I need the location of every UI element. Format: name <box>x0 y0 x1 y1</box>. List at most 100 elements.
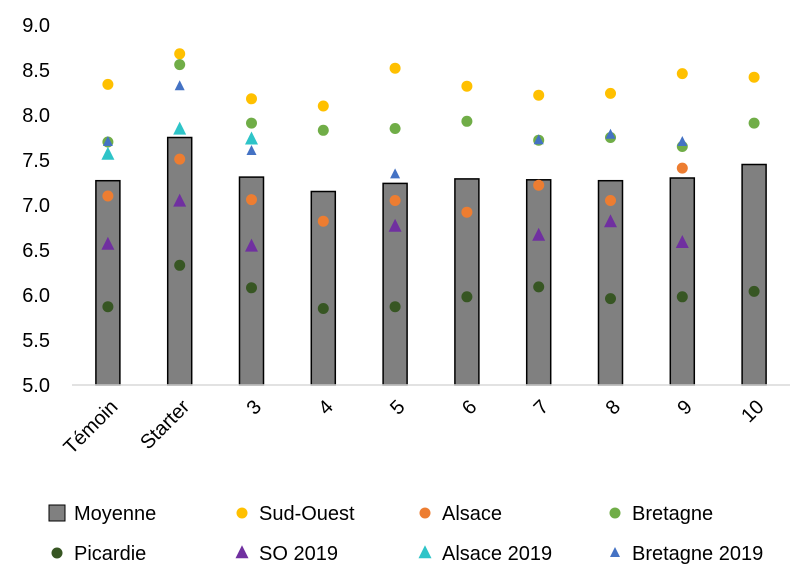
point-alsace-7 <box>533 179 545 191</box>
legend-swatch-alsace-2019 <box>418 545 432 559</box>
x-axis-ticks: Témoin Starter 3 4 5 6 7 8 9 10 <box>60 396 769 459</box>
y-tick-label: 5.0 <box>22 375 50 397</box>
y-tick-label: 6.5 <box>22 240 50 262</box>
bar-moyenne-10 <box>741 163 767 386</box>
point-bretagne-2019-8 <box>605 128 616 139</box>
point-bretagne-2019-temoin <box>102 136 113 146</box>
point-sud-ouest-temoin <box>102 78 114 90</box>
legend-item-alsace-2019: Alsace 2019 <box>418 543 552 565</box>
legend-swatch-sud-ouest <box>236 507 248 519</box>
point-so-2019-temoin <box>101 236 115 250</box>
legend-label: Picardie <box>74 543 146 565</box>
point-so-2019-9 <box>675 235 689 248</box>
legend-label: Moyenne <box>74 503 156 525</box>
x-tick-label: Starter <box>136 396 194 454</box>
point-so-2019-5 <box>388 218 402 232</box>
legend-item-bretagne: Bretagne <box>609 503 713 525</box>
y-axis-ticks: 5.0 5.5 6.0 6.5 7.0 7.5 8.0 8.5 9.0 <box>22 15 50 397</box>
point-alsace-2019-temoin <box>101 146 115 160</box>
point-alsace-3 <box>246 194 257 206</box>
point-alsace-2019-3 <box>245 131 258 145</box>
point-alsace-5 <box>389 195 401 206</box>
legend-swatch-so-2019 <box>235 545 249 559</box>
point-bretagne-2019-starter <box>174 80 185 91</box>
legend-item-bretagne-2019: Bretagne 2019 <box>610 543 763 565</box>
legend-label: Bretagne 2019 <box>632 543 763 565</box>
point-picardie-9 <box>676 291 688 303</box>
point-so-2019-starter <box>173 193 187 207</box>
y-tick-label: 8.0 <box>22 105 50 127</box>
point-bretagne-4 <box>317 124 329 136</box>
legend-item-sud-ouest: Sud-Ouest <box>236 503 355 525</box>
point-picardie-3 <box>246 282 257 294</box>
x-tick-label: 7 <box>530 396 553 419</box>
bar-moyenne-3 <box>238 176 265 386</box>
point-bretagne-6 <box>461 115 473 127</box>
point-so-2019-3 <box>245 238 258 252</box>
point-picardie-4 <box>317 303 329 314</box>
x-tick-label: 3 <box>243 396 266 419</box>
points <box>101 48 760 314</box>
x-tick-label: 4 <box>314 396 337 419</box>
y-tick-label: 9.0 <box>22 15 50 37</box>
legend-swatch-moyenne <box>48 504 66 522</box>
point-bretagne-2019-5 <box>390 168 401 179</box>
x-tick-label: 5 <box>386 396 409 419</box>
y-tick-label: 6.0 <box>22 285 50 307</box>
bars <box>95 136 767 386</box>
point-sud-ouest-5 <box>389 62 401 74</box>
legend-swatch-alsace <box>419 507 431 519</box>
legend-item-alsace: Alsace <box>419 503 502 525</box>
legend-swatch-picardie <box>51 547 63 559</box>
point-picardie-starter <box>174 259 186 271</box>
legend-label: SO 2019 <box>259 543 338 565</box>
point-bretagne-10 <box>748 117 760 129</box>
legend-swatch-bretagne-2019 <box>610 547 620 557</box>
x-tick-label: 10 <box>737 396 768 427</box>
point-bretagne-5 <box>389 123 401 134</box>
point-so-2019-7 <box>532 227 546 241</box>
legend-label: Alsace 2019 <box>442 543 552 565</box>
point-picardie-8 <box>605 293 616 305</box>
bar-moyenne-8 <box>597 179 624 386</box>
point-alsace-starter <box>174 153 186 165</box>
point-picardie-5 <box>389 301 401 313</box>
point-sud-ouest-starter <box>174 48 186 60</box>
bar-moyenne-9 <box>669 177 696 386</box>
y-tick-label: 7.0 <box>22 195 50 217</box>
point-sud-ouest-6 <box>461 80 473 92</box>
x-tick-label: 9 <box>673 396 696 419</box>
point-alsace-9 <box>676 162 688 174</box>
legend-item-picardie: Picardie <box>51 543 146 565</box>
legend-item-moyenne: Moyenne <box>48 503 156 525</box>
point-alsace-6 <box>461 206 473 218</box>
point-bretagne-2019-9 <box>677 136 688 146</box>
point-alsace-temoin <box>102 190 114 202</box>
point-picardie-7 <box>533 281 545 293</box>
point-picardie-10 <box>748 285 760 297</box>
bar-moyenne-temoin <box>95 179 121 386</box>
legend-label: Sud-Ouest <box>259 503 355 525</box>
legend-label: Alsace <box>442 503 502 525</box>
x-tick-label: 6 <box>458 396 481 419</box>
point-bretagne-3 <box>246 117 257 129</box>
x-tick-label: Témoin <box>60 396 123 459</box>
point-sud-ouest-4 <box>317 100 329 112</box>
point-sud-ouest-10 <box>748 71 760 83</box>
point-alsace-2019-starter <box>173 121 187 135</box>
y-tick-label: 5.5 <box>22 330 50 352</box>
point-alsace-8 <box>605 195 616 206</box>
point-picardie-temoin <box>102 301 114 313</box>
bar-moyenne-5 <box>382 182 408 386</box>
legend-label: Bretagne <box>632 503 713 525</box>
point-picardie-6 <box>461 291 473 303</box>
point-bretagne-2019-7 <box>533 134 544 145</box>
point-sud-ouest-7 <box>533 89 545 101</box>
legend: Moyenne Sud-Ouest Alsace Bretagne Picardie SO… <box>48 503 763 565</box>
point-bretagne-starter <box>174 59 186 71</box>
point-bretagne-2019-3 <box>246 145 257 155</box>
y-tick-label: 7.5 <box>22 150 50 172</box>
x-tick-label: 8 <box>602 396 625 419</box>
point-sud-ouest-3 <box>246 93 257 105</box>
